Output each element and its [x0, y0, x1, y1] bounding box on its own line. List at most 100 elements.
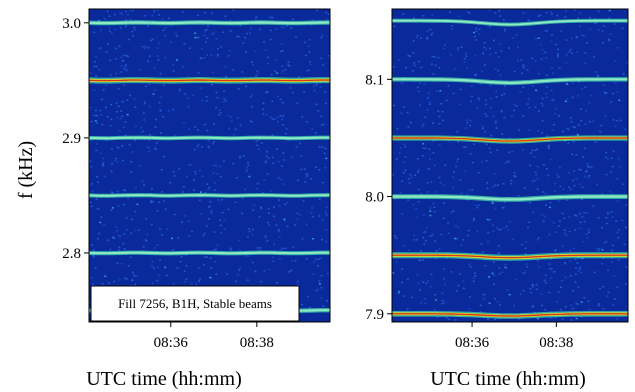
noise-speckle: [242, 42, 245, 44]
noise-speckle: [621, 27, 624, 30]
noise-speckle: [440, 233, 443, 236]
noise-speckle: [297, 76, 300, 78]
noise-speckle: [315, 82, 318, 85]
noise-speckle: [507, 151, 510, 153]
noise-speckle: [183, 122, 186, 124]
noise-speckle: [451, 176, 454, 178]
noise-speckle: [167, 110, 170, 112]
noise-speckle: [511, 151, 514, 153]
noise-speckle: [557, 225, 560, 227]
noise-speckle: [123, 54, 126, 57]
noise-speckle: [528, 107, 531, 109]
noise-speckle: [287, 61, 290, 63]
noise-speckle: [586, 237, 589, 239]
noise-speckle: [200, 191, 202, 193]
noise-speckle: [607, 269, 610, 272]
noise-speckle: [129, 9, 131, 12]
noise-speckle: [320, 115, 323, 118]
noise-speckle: [271, 118, 274, 120]
noise-speckle: [296, 280, 299, 283]
noise-speckle: [134, 125, 137, 128]
noise-speckle: [148, 134, 151, 136]
noise-speckle: [238, 157, 241, 159]
noise-speckle: [156, 210, 159, 212]
noise-speckle: [136, 275, 139, 277]
noise-speckle: [173, 175, 176, 177]
noise-speckle: [158, 14, 160, 16]
noise-speckle: [220, 46, 223, 48]
noise-speckle: [174, 33, 177, 35]
noise-speckle: [326, 18, 329, 20]
left-x-axis-label: UTC time (hh:mm): [86, 368, 242, 390]
noise-speckle: [487, 240, 489, 243]
noise-speckle: [235, 177, 238, 179]
noise-speckle: [494, 297, 496, 300]
noise-speckle: [536, 178, 539, 180]
noise-speckle: [122, 189, 125, 191]
noise-speckle: [568, 186, 570, 189]
noise-speckle: [445, 316, 448, 319]
noise-speckle: [159, 72, 162, 75]
noise-speckle: [99, 221, 102, 224]
noise-speckle: [101, 163, 104, 166]
noise-speckle: [590, 94, 593, 97]
noise-speckle: [119, 235, 122, 238]
noise-speckle: [400, 213, 403, 215]
noise-speckle: [626, 62, 628, 64]
noise-speckle: [398, 290, 401, 293]
noise-speckle: [151, 14, 154, 17]
noise-speckle: [110, 209, 113, 211]
noise-speckle: [149, 39, 152, 42]
noise-speckle: [393, 104, 396, 107]
noise-speckle: [218, 109, 221, 111]
noise-speckle: [115, 157, 118, 160]
noise-speckle: [585, 170, 588, 172]
noise-speckle: [314, 132, 317, 134]
noise-speckle: [248, 230, 251, 233]
noise-speckle: [262, 108, 265, 110]
noise-speckle: [183, 43, 186, 45]
noise-speckle: [505, 225, 508, 228]
noise-speckle: [467, 11, 470, 13]
noise-speckle: [513, 70, 516, 73]
noise-speckle: [320, 57, 323, 60]
noise-speckle: [487, 231, 490, 234]
noise-speckle: [410, 176, 413, 179]
noise-speckle: [96, 143, 99, 145]
noise-speckle: [604, 156, 607, 158]
noise-speckle: [163, 200, 165, 202]
noise-speckle: [592, 205, 595, 207]
noise-speckle: [407, 126, 410, 128]
noise-speckle: [522, 149, 525, 151]
noise-speckle: [306, 70, 308, 72]
noise-speckle: [123, 84, 126, 87]
noise-speckle: [535, 89, 538, 92]
noise-speckle: [279, 249, 282, 251]
noise-speckle: [536, 188, 539, 190]
noise-speckle: [536, 148, 539, 150]
noise-speckle: [194, 173, 197, 175]
noise-speckle: [207, 25, 210, 27]
noise-speckle: [581, 257, 584, 260]
noise-speckle: [156, 280, 159, 282]
noise-speckle: [468, 296, 471, 298]
noise-speckle: [430, 34, 433, 36]
noise-speckle: [481, 161, 483, 163]
noise-speckle: [161, 191, 164, 193]
noise-speckle: [134, 283, 136, 286]
noise-speckle: [616, 286, 619, 289]
noise-speckle: [207, 145, 210, 147]
noise-speckle: [92, 256, 95, 258]
noise-speckle: [151, 38, 154, 41]
noise-speckle: [93, 114, 96, 117]
noise-speckle: [262, 102, 265, 104]
noise-speckle: [493, 173, 496, 175]
noise-speckle: [160, 234, 163, 236]
noise-speckle: [264, 236, 267, 239]
noise-speckle: [312, 238, 315, 240]
noise-speckle: [517, 46, 519, 48]
noise-speckle: [531, 57, 534, 60]
noise-speckle: [277, 120, 280, 123]
noise-speckle: [221, 198, 223, 201]
noise-speckle: [513, 103, 516, 106]
